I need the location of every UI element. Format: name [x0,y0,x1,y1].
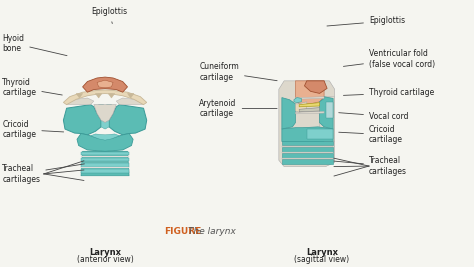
Text: Cricoid
cartilage: Cricoid cartilage [339,125,403,144]
Text: The larynx: The larynx [188,227,236,237]
Text: Larynx: Larynx [306,248,338,257]
Polygon shape [82,158,128,161]
Text: Epiglottis: Epiglottis [91,7,127,23]
Polygon shape [282,97,295,129]
Text: Ventricular fold
(false vocal cord): Ventricular fold (false vocal cord) [344,49,435,69]
Text: (anterior view): (anterior view) [77,255,134,264]
Polygon shape [77,134,133,151]
Polygon shape [294,97,301,103]
Text: Tracheal
cartilages: Tracheal cartilages [2,164,84,184]
Polygon shape [82,152,128,155]
Polygon shape [295,97,324,99]
Polygon shape [64,105,101,135]
Polygon shape [282,140,333,145]
Polygon shape [295,102,307,112]
Polygon shape [109,105,147,135]
Polygon shape [319,97,333,129]
Text: Hyoid
bone: Hyoid bone [2,34,67,56]
Polygon shape [282,127,333,142]
Polygon shape [82,163,128,167]
Polygon shape [299,103,319,107]
Text: Larynx: Larynx [89,248,121,257]
Polygon shape [82,77,128,92]
Polygon shape [82,156,128,157]
Text: FIGURE: FIGURE [164,227,201,237]
Text: Cricoid
cartilage: Cricoid cartilage [2,120,64,139]
Polygon shape [295,81,324,104]
Polygon shape [304,81,327,93]
Polygon shape [319,97,335,142]
Text: (sagittal view): (sagittal view) [294,255,349,264]
Polygon shape [295,111,324,114]
Polygon shape [91,134,119,140]
Text: Arytenoid
cartilage: Arytenoid cartilage [199,99,277,118]
Polygon shape [108,93,115,98]
Polygon shape [99,105,111,129]
Polygon shape [67,98,94,105]
Polygon shape [64,90,147,105]
Polygon shape [116,98,144,105]
Polygon shape [97,80,113,88]
Polygon shape [326,102,333,119]
Text: Tracheal
cartilages: Tracheal cartilages [334,156,407,176]
Polygon shape [282,147,333,152]
Polygon shape [282,158,333,159]
Polygon shape [82,167,128,168]
Polygon shape [94,105,116,122]
Polygon shape [95,93,102,98]
Polygon shape [282,146,333,147]
Polygon shape [299,108,319,112]
Polygon shape [128,93,134,98]
Text: Epiglottis: Epiglottis [327,17,405,26]
Polygon shape [282,159,333,164]
Polygon shape [307,129,333,139]
Polygon shape [76,93,82,98]
Polygon shape [279,81,335,167]
Text: Vocal cord: Vocal cord [339,112,409,121]
Polygon shape [82,169,128,173]
Text: Cuneiform
cartilage: Cuneiform cartilage [199,62,277,82]
Polygon shape [282,153,333,158]
Text: Thyroid
cartilage: Thyroid cartilage [2,78,62,97]
Polygon shape [282,152,333,153]
Text: Thyroid cartilage: Thyroid cartilage [344,88,434,97]
Polygon shape [81,151,129,176]
